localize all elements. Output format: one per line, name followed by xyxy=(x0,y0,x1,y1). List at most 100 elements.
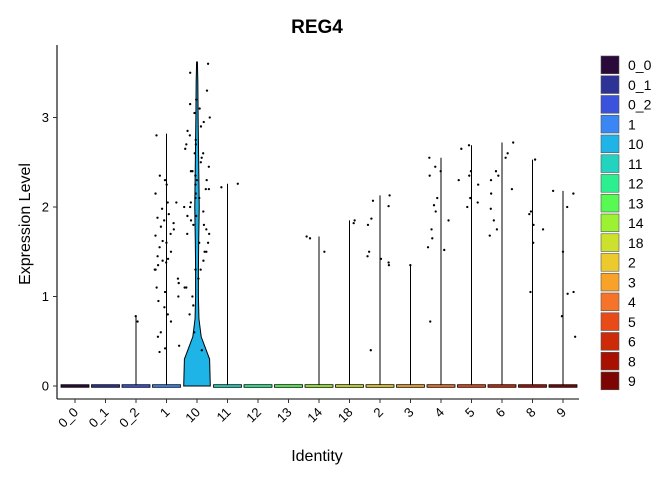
data-point xyxy=(183,286,186,289)
violin-10 xyxy=(183,61,211,387)
legend-key-0_0 xyxy=(600,55,620,75)
data-point xyxy=(156,216,159,219)
data-point xyxy=(158,246,161,249)
data-point xyxy=(434,165,437,168)
data-point xyxy=(495,228,499,231)
data-point xyxy=(194,192,197,195)
legend-label-9: 9 xyxy=(628,373,636,389)
data-point xyxy=(159,225,163,228)
data-point xyxy=(206,62,210,65)
data-point xyxy=(468,174,471,177)
y-axis-title: Expression Level xyxy=(17,163,34,285)
data-point xyxy=(189,201,193,204)
data-point xyxy=(469,196,472,200)
legend-label-0_2: 0_2 xyxy=(628,97,652,113)
data-point xyxy=(387,261,390,264)
data-point xyxy=(434,210,437,213)
data-point xyxy=(193,111,196,115)
data-point xyxy=(206,241,210,244)
data-point xyxy=(369,349,372,352)
y-tick-label: 1 xyxy=(42,289,49,304)
data-point xyxy=(207,165,210,168)
legend: 0_0 0_1 0_2 1 10 11 12 13 14 18 2 3 4 5 6 8 9 xyxy=(600,55,652,391)
data-point xyxy=(194,183,197,186)
x-tick-label: 18 xyxy=(335,405,356,426)
legend-key-8 xyxy=(600,351,620,371)
legend-label-0_0: 0_0 xyxy=(628,57,652,73)
data-point xyxy=(163,179,167,182)
violin-base-2 xyxy=(365,384,395,388)
data-point xyxy=(323,250,326,253)
data-point xyxy=(432,204,436,207)
legend-key-4 xyxy=(600,292,620,312)
x-tick-label: 1 xyxy=(157,405,173,421)
data-point xyxy=(379,257,383,261)
legend-label-1: 1 xyxy=(628,116,636,132)
data-point xyxy=(192,223,195,227)
data-point xyxy=(532,241,535,244)
x-tick-label: 0_0 xyxy=(55,405,81,431)
data-point xyxy=(194,196,197,200)
data-point xyxy=(431,237,434,240)
data-point xyxy=(510,187,514,191)
data-point xyxy=(172,228,175,231)
legend-label-8: 8 xyxy=(628,353,636,369)
data-point xyxy=(186,214,189,218)
data-point xyxy=(169,250,173,253)
data-point xyxy=(460,147,463,150)
violin-base-1 xyxy=(152,384,181,388)
violin-base-5 xyxy=(457,384,486,388)
data-point xyxy=(541,228,545,231)
legend-label-13: 13 xyxy=(628,195,644,211)
legend-key-5 xyxy=(600,312,620,331)
data-point xyxy=(387,204,390,208)
data-point xyxy=(183,205,186,209)
data-point xyxy=(494,170,498,173)
data-point xyxy=(198,241,201,244)
data-point xyxy=(387,264,391,267)
violin-base-4 xyxy=(426,384,456,388)
data-point xyxy=(185,286,188,289)
x-tick-label: 4 xyxy=(431,405,447,421)
legend-label-12: 12 xyxy=(628,176,644,192)
data-point xyxy=(430,228,433,231)
data-point xyxy=(166,201,169,204)
data-point xyxy=(200,349,203,352)
legend-label-4: 4 xyxy=(628,294,636,310)
violin-base-12 xyxy=(243,384,273,388)
x-tick-label: 12 xyxy=(243,405,264,426)
data-point xyxy=(169,232,172,236)
data-point xyxy=(308,237,312,240)
data-point xyxy=(198,107,201,110)
data-point xyxy=(443,248,446,252)
data-point xyxy=(177,295,180,298)
legend-label-10: 10 xyxy=(628,136,644,152)
x-tick-label: 5 xyxy=(462,405,478,421)
data-point xyxy=(388,194,391,197)
data-point xyxy=(165,241,168,244)
data-point xyxy=(172,221,175,225)
data-point xyxy=(199,161,202,164)
data-point xyxy=(202,120,205,124)
data-point xyxy=(572,192,575,195)
violin-base-3 xyxy=(396,384,425,388)
data-point xyxy=(488,234,491,237)
data-point xyxy=(156,335,160,338)
data-point xyxy=(208,232,211,236)
data-point xyxy=(205,250,208,253)
violin-base-8 xyxy=(518,384,547,388)
data-point xyxy=(195,179,199,182)
data-point xyxy=(371,199,375,202)
data-point xyxy=(154,268,157,271)
data-point xyxy=(457,179,460,182)
data-point xyxy=(156,264,160,267)
data-point xyxy=(186,232,189,236)
data-point xyxy=(189,71,192,74)
data-point xyxy=(189,170,193,173)
data-point xyxy=(177,344,181,347)
data-point xyxy=(439,170,442,173)
data-point xyxy=(533,158,537,161)
legend-key-1 xyxy=(600,114,620,134)
x-tick-label: 10 xyxy=(182,405,203,426)
data-point xyxy=(202,210,205,213)
